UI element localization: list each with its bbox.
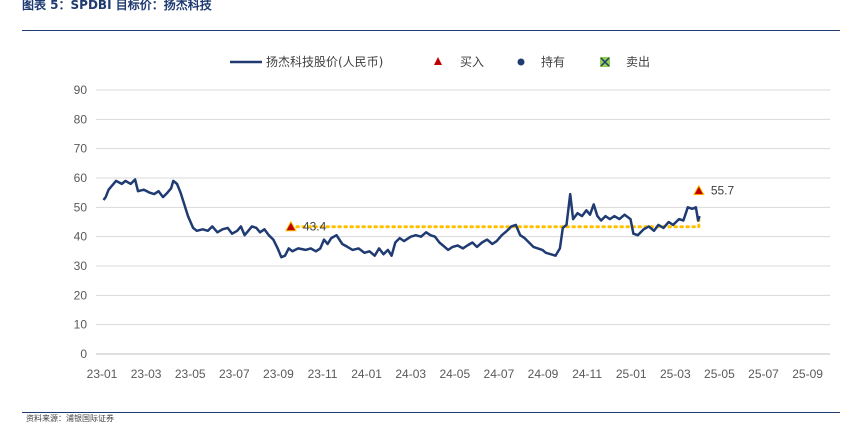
top-rule [22,30,840,31]
x-tick-label: 25-01 [616,367,647,381]
legend-circle-icon [517,58,525,66]
marker-value-label: 43.4 [303,220,327,234]
y-tick-label: 60 [74,171,88,185]
x-tick-label: 23-05 [175,367,206,381]
x-tick-label: 23-03 [131,367,162,381]
x-tick-label: 23-09 [263,367,294,381]
x-tick-label: 24-11 [572,367,602,381]
gridlines [96,89,830,326]
legend-label-hold: 持有 [541,54,565,69]
y-tick-label: 80 [74,112,88,126]
legend-triangle-icon [434,57,442,65]
x-tick-label: 24-07 [484,367,515,381]
y-tick-label: 20 [74,288,88,302]
x-tick-label: 25-05 [704,367,735,381]
x-axis-ticks: 23-01 23-03 23-05 23-07 23-09 23-11 24-01 24-03… [87,367,824,381]
x-tick-label: 24-09 [528,367,559,381]
x-tick-label: 25-03 [660,367,691,381]
x-tick-label: 25-09 [792,367,823,381]
rating-markers: 43.4 55.7 [285,184,735,234]
x-tick-label: 24-05 [439,367,470,381]
x-tick-label: 25-07 [748,367,779,381]
y-tick-label: 0 [80,347,87,361]
y-axis-ticks: 0 10 20 30 40 50 60 70 80 90 [74,83,88,361]
y-tick-label: 50 [74,200,88,214]
x-tick-label: 24-01 [351,367,382,381]
price-series-line [102,178,701,259]
legend-label-sell: 卖出 [626,55,650,69]
buy-marker [285,220,297,232]
legend-x-mark [600,57,610,67]
y-tick-label: 30 [74,259,88,273]
y-tick-label: 40 [74,230,88,244]
legend-label-price: 扬杰科技股价(人民币) [266,54,383,69]
legend-label-buy: 买入 [460,55,484,69]
x-tick-label: 23-11 [308,367,338,381]
source-note: 资料来源：浦银国际证券 [26,414,114,423]
marker-value-label: 55.7 [711,184,735,198]
bottom-rule [22,412,840,413]
legend: 扬杰科技股价(人民币) 买入 持有 卖出 [230,54,650,69]
y-tick-label: 90 [74,83,88,97]
target-price-line [289,214,701,229]
x-tick-label: 23-01 [87,367,118,381]
x-tick-label: 24-03 [395,367,426,381]
x-tick-label: 23-07 [219,367,250,381]
y-tick-label: 70 [74,142,88,156]
y-tick-label: 10 [74,318,88,332]
buy-marker [692,184,705,196]
figure-title: 图表 5：SPDBI 目标价：扬杰科技 [22,0,212,12]
